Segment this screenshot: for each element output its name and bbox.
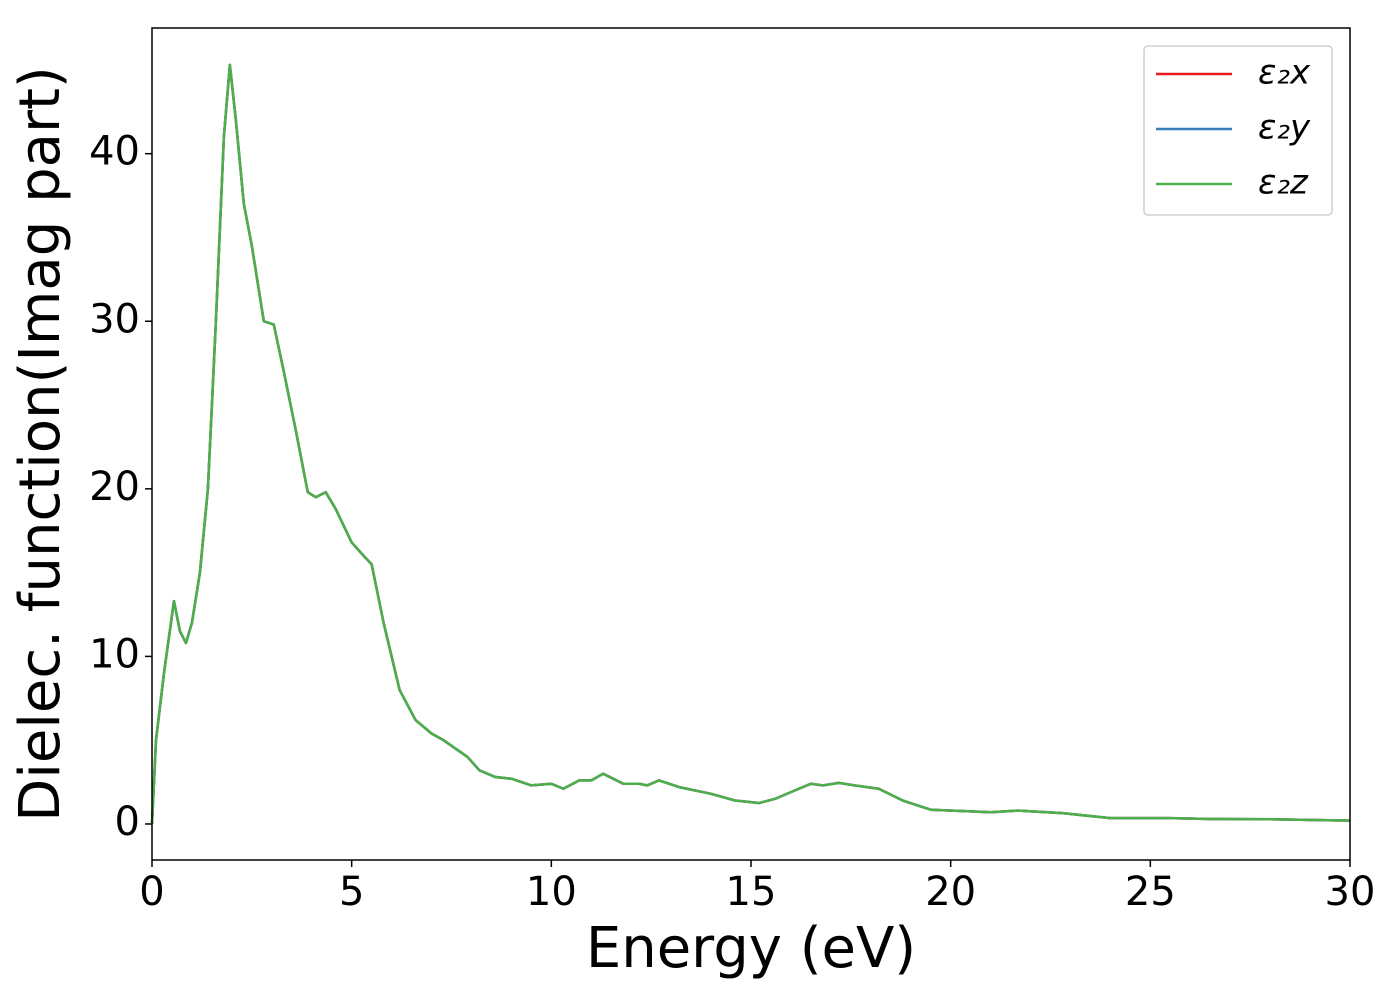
x-tick-label: 5 bbox=[339, 869, 364, 915]
x-tick-label: 25 bbox=[1125, 869, 1176, 915]
legend-label: ε₂x bbox=[1258, 53, 1311, 93]
y-tick-label: 0 bbox=[115, 799, 140, 845]
x-tick-label: 10 bbox=[526, 869, 577, 915]
y-tick-label: 20 bbox=[89, 464, 140, 510]
y-axis-label: Dielec. function(Imag part) bbox=[8, 66, 73, 822]
series-line bbox=[150, 63, 1351, 825]
x-axis-label: Energy (eV) bbox=[586, 916, 916, 981]
x-tick-label: 30 bbox=[1325, 869, 1376, 915]
legend-label: ε₂y bbox=[1258, 108, 1311, 148]
legend-box bbox=[1143, 45, 1333, 216]
y-tick-label: 30 bbox=[89, 296, 140, 342]
y-tick-label: 40 bbox=[89, 129, 140, 175]
x-tick-label: 15 bbox=[726, 869, 777, 915]
y-tick-label: 10 bbox=[89, 631, 140, 677]
legend-label: ε₂z bbox=[1258, 163, 1309, 203]
x-tick-label: 20 bbox=[925, 869, 976, 915]
x-tick-label: 0 bbox=[139, 869, 164, 915]
plot-frame bbox=[151, 27, 1351, 861]
